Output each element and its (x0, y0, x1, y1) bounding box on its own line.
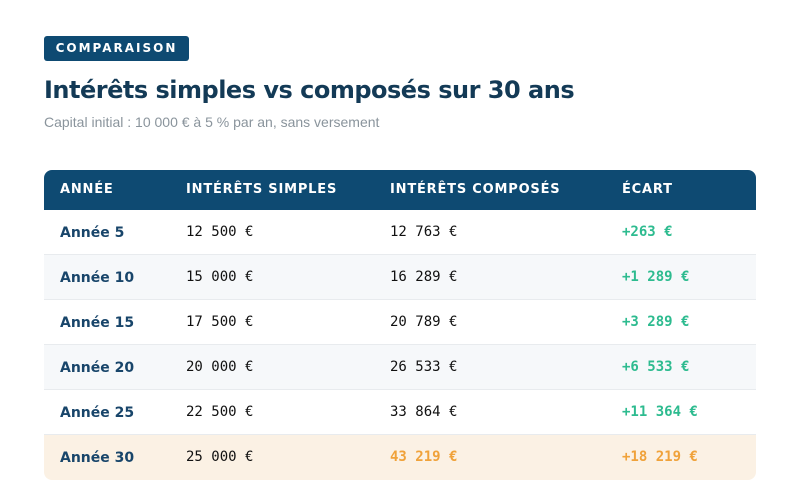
table-header: ANNÉE INTÉRÊTS SIMPLES INTÉRÊTS COMPOSÉS… (44, 170, 756, 210)
row-year: Année 15 (60, 315, 135, 331)
table-row: Année 5 12 500 € 12 763 € +263 € (44, 210, 756, 255)
row-simple-value: 22 500 € (186, 404, 254, 420)
row-year: Année 30 (60, 450, 135, 466)
section-badge: COMPARAISON (44, 36, 189, 61)
row-simple-value: 15 000 € (186, 269, 254, 285)
row-compound-value: 20 789 € (390, 314, 458, 330)
row-year: Année 20 (60, 360, 135, 376)
table-row: Année 10 15 000 € 16 289 € +1 289 € (44, 255, 756, 300)
row-compound-value: 16 289 € (390, 269, 458, 285)
table-row: Année 15 17 500 € 20 789 € +3 289 € (44, 300, 756, 345)
row-gap-value: +18 219 € (622, 449, 698, 465)
header-simple-interest: INTÉRÊTS SIMPLES (186, 182, 338, 197)
row-compound-value: 26 533 € (390, 359, 458, 375)
row-simple-value: 17 500 € (186, 314, 254, 330)
row-compound-value: 43 219 € (390, 449, 458, 465)
row-gap-value: +263 € (622, 224, 673, 240)
header-compound-interest: INTÉRÊTS COMPOSÉS (390, 182, 561, 197)
row-gap-value: +6 533 € (622, 359, 690, 375)
row-simple-value: 25 000 € (186, 449, 254, 465)
row-compound-value: 12 763 € (390, 224, 458, 240)
table-row: Année 25 22 500 € 33 864 € +11 364 € (44, 390, 756, 435)
row-gap-value: +11 364 € (622, 404, 698, 420)
page-subtitle: Capital initial : 10 000 € à 5 % par an,… (44, 114, 380, 130)
row-compound-value: 33 864 € (390, 404, 458, 420)
row-year: Année 25 (60, 405, 135, 421)
row-simple-value: 12 500 € (186, 224, 254, 240)
row-gap-value: +3 289 € (622, 314, 690, 330)
page-title: Intérêts simples vs composés sur 30 ans (44, 76, 575, 104)
comparison-table: ANNÉE INTÉRÊTS SIMPLES INTÉRÊTS COMPOSÉS… (44, 170, 756, 480)
row-year: Année 5 (60, 225, 125, 241)
row-simple-value: 20 000 € (186, 359, 254, 375)
row-gap-value: +1 289 € (622, 269, 690, 285)
header-year: ANNÉE (60, 182, 114, 197)
table-row: Année 20 20 000 € 26 533 € +6 533 € (44, 345, 756, 390)
header-gap: ÉCART (622, 182, 673, 197)
row-year: Année 10 (60, 270, 135, 286)
table-row-highlighted: Année 30 25 000 € 43 219 € +18 219 € (44, 435, 756, 480)
